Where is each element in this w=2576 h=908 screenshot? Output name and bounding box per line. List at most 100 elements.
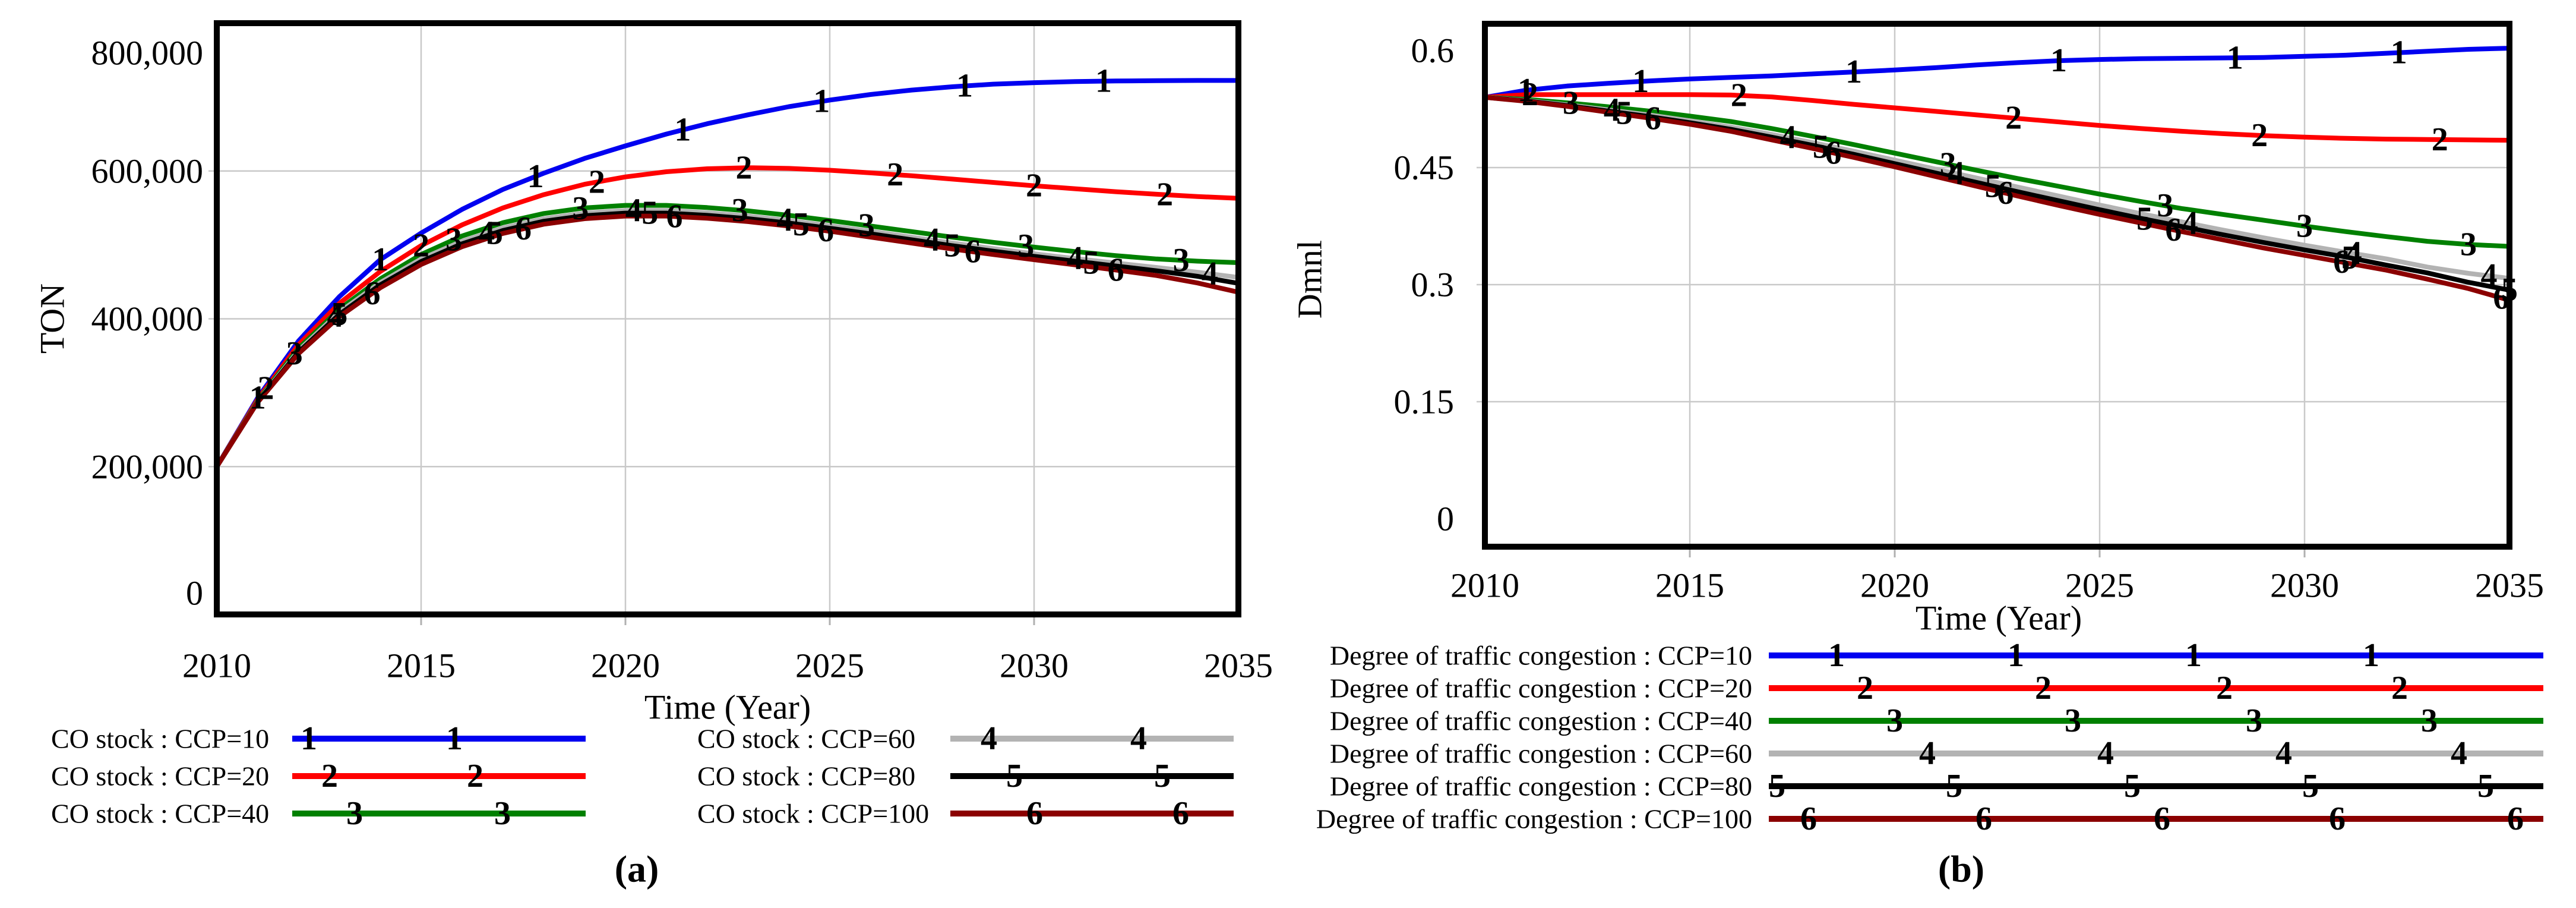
legend-item: CO stock : CCP=60 4 4 <box>697 720 1234 757</box>
curve-marker: 4 <box>327 298 344 335</box>
legend-item-label: CO stock : CCP=100 <box>697 799 929 829</box>
curve-marker: 2 <box>1522 76 1538 113</box>
x-tick-label: 2025 <box>795 647 864 685</box>
curve-marker: 6 <box>364 275 380 312</box>
curve-marker: 6 <box>1997 175 2014 212</box>
curve-marker: 3 <box>286 335 303 372</box>
legend-item-marker: 2 <box>321 758 338 794</box>
legend-item-marker: 2 <box>2035 670 2052 707</box>
legend-item-marker: 1 <box>1828 637 1845 674</box>
y-tick-label: 200,000 <box>91 447 204 486</box>
curve-marker: 5 <box>2341 239 2358 276</box>
legend-item: Degree of traffic congestion : CCP=20 2 2 2… <box>1330 670 2543 707</box>
series-line-co-stock-ccp-100 <box>214 213 1239 468</box>
series-line-co-stock-ccp-10 <box>214 78 1238 468</box>
panel-a-x-axis-title: Time (Year) <box>644 688 811 727</box>
curve-marker: 5 <box>793 206 810 243</box>
curve-marker: 5 <box>944 227 960 264</box>
legend-item-marker: 6 <box>2507 800 2524 837</box>
curve-marker: 6 <box>515 210 532 247</box>
y-tick-label: 0 <box>186 574 203 613</box>
x-tick-label: 2025 <box>2065 566 2134 605</box>
legend-item-marker: 2 <box>2216 670 2233 707</box>
curve-marker: 5 <box>486 215 503 251</box>
curve-marker: 1 <box>1632 63 1649 100</box>
panel-a-caption: (a) <box>615 848 659 890</box>
curve-marker: 1 <box>2391 34 2407 71</box>
curve-marker: 3 <box>1173 242 1190 279</box>
curve-marker: 5 <box>1813 129 1829 166</box>
curve-marker: 2 <box>2005 100 2022 137</box>
legend-item: Degree of traffic congestion : CCP=60 4 4 4… <box>1330 735 2543 772</box>
panel-b-legend: Degree of traffic congestion : CCP=10 1 1 1… <box>1316 637 2543 837</box>
panel-b-x-axis-title: Time (Year) <box>1916 599 2082 638</box>
legend-item-label: CO stock : CCP=20 <box>51 761 269 792</box>
legend-item-marker: 6 <box>1800 800 1817 837</box>
curve-marker: 3 <box>2296 208 2313 245</box>
curve-marker: 5 <box>1616 94 1633 131</box>
curve-marker: 1 <box>249 380 266 417</box>
legend-item: Degree of traffic congestion : CCP=40 3 3 3… <box>1330 702 2543 739</box>
curve-marker: 4 <box>1604 92 1620 129</box>
x-tick-label: 2020 <box>1860 566 1929 605</box>
curve-marker: 2 <box>1731 77 1747 114</box>
legend-item: CO stock : CCP=10 1 1 <box>51 720 586 757</box>
legend-item-marker: 6 <box>2154 800 2170 837</box>
legend-item-marker: 5 <box>1946 768 1962 805</box>
plot-border <box>214 20 1241 617</box>
curve-marker: 6 <box>965 234 981 270</box>
curve-marker: 4 <box>478 215 495 251</box>
curve-marker: 2 <box>2251 117 2268 154</box>
panel-b-plot: 0 0.15 0.3 0.45 0.6 2010 2015 2020 2025 2030 2035 1… <box>1394 21 2544 605</box>
series-line-co-stock-ccp-20 <box>214 165 1239 468</box>
curve-marker: 2 <box>736 149 753 186</box>
curve-marker: 4 <box>1780 119 1797 156</box>
curve-marker: 1 <box>813 83 830 120</box>
curve-marker: 1 <box>1518 72 1534 109</box>
x-tick-label: 2020 <box>591 647 660 685</box>
legend-item-marker: 3 <box>2421 702 2438 739</box>
curve-marker: 2 <box>1156 176 1173 213</box>
y-tick-label: 0.3 <box>1411 266 1455 304</box>
curve-marker: 1 <box>674 112 691 149</box>
legend-item-marker: 5 <box>2124 768 2141 805</box>
curve-marker: 1 <box>372 241 388 278</box>
legend-item: Degree of traffic congestion : CCP=80 5 5 5… <box>1330 768 2543 805</box>
curve-marker: 1 <box>1095 63 1112 100</box>
legend-item-marker: 4 <box>2097 735 2114 772</box>
legend-item-marker: 1 <box>2008 637 2024 674</box>
curve-marker: 3 <box>572 190 589 227</box>
y-tick-label: 0.45 <box>1394 149 1455 187</box>
y-tick-label: 0.6 <box>1411 31 1455 70</box>
curve-marker: 6 <box>1645 100 1661 137</box>
legend-item-marker: 6 <box>1976 800 1992 837</box>
legend-item-marker: 4 <box>981 720 997 757</box>
curve-marker: 5 <box>1083 245 1099 282</box>
series-line-degree-of-traffic-congestion-ccp-40 <box>1484 94 2510 249</box>
y-tick-label: 800,000 <box>91 34 204 72</box>
legend-item-marker: 3 <box>346 795 363 832</box>
legend-item-marker: 4 <box>2451 735 2467 772</box>
y-tick-label: 0 <box>1437 500 1454 538</box>
legend-item-marker: 2 <box>2391 670 2408 707</box>
legend-item-marker: 6 <box>1026 795 1043 832</box>
legend-item-marker: 3 <box>2065 702 2081 739</box>
legend-item: CO stock : CCP=100 6 6 <box>697 795 1234 832</box>
curve-marker: 2 <box>2432 121 2448 158</box>
legend-item-label: Degree of traffic congestion : CCP=20 <box>1330 673 1752 704</box>
legend-item-marker: 2 <box>1857 670 1873 707</box>
x-tick-label: 2010 <box>1450 566 1519 605</box>
panel-a-legend: CO stock : CCP=10 1 1 CO stock : CCP=20 2 2 CO… <box>51 720 1234 832</box>
x-tick-label: 2035 <box>2475 566 2544 605</box>
legend-item-marker: 6 <box>2329 800 2346 837</box>
legend-item-marker: 5 <box>2477 768 2494 805</box>
legend-item-label: CO stock : CCP=10 <box>51 724 269 754</box>
legend-item-marker: 2 <box>467 758 483 794</box>
legend-item-marker: 3 <box>2246 702 2262 739</box>
legend-item-label: Degree of traffic congestion : CCP=100 <box>1316 804 1752 834</box>
legend-item-marker: 4 <box>2275 735 2292 772</box>
curve-marker: 2 <box>258 370 274 407</box>
curve-marker: 3 <box>2460 226 2477 263</box>
curve-marker: 6 <box>1825 134 1842 171</box>
